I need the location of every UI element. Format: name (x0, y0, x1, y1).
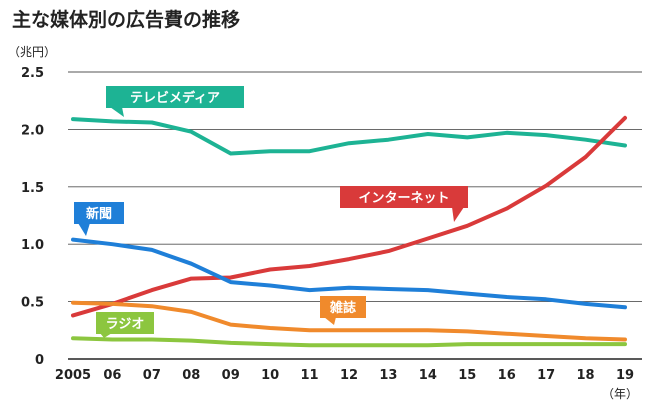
y-tick-label: 2.5 (21, 66, 44, 81)
x-tick-label: 15 (458, 368, 476, 383)
callout-pointer (78, 223, 90, 236)
x-tick-label: 12 (340, 368, 358, 383)
x-tick-label: 11 (301, 368, 319, 383)
x-tick-label: 08 (182, 368, 200, 383)
x-tick-label: 10 (261, 368, 279, 383)
series-label: インターネット (358, 191, 449, 206)
series-line-1 (71, 115, 627, 318)
x-tick-label: 18 (577, 368, 595, 383)
series-label: 雑誌 (329, 300, 356, 316)
x-tick-label: 07 (143, 368, 161, 383)
x-tick-label: 2005 (55, 368, 91, 383)
callout-box (340, 186, 468, 208)
series-line-2 (71, 237, 627, 310)
callout-box (320, 296, 366, 318)
callout-pointer (452, 207, 464, 222)
y-tick-label: 0 (35, 353, 44, 368)
callout-4: ラジオ (96, 312, 154, 338)
callout-1: インターネット (340, 186, 468, 222)
x-tick-label: 17 (537, 368, 555, 383)
series-line-3 (71, 300, 627, 342)
x-tick-label: 14 (419, 368, 437, 383)
x-tick-label: 06 (103, 368, 121, 383)
x-tick-label: 09 (222, 368, 240, 383)
y-tick-label: 2.0 (21, 123, 44, 138)
callout-0: テレビメディア (106, 86, 244, 117)
y-tick-label: 0.5 (21, 296, 44, 311)
x-tick-label: 19 (616, 368, 634, 383)
y-axis-unit-label: （兆円） (8, 45, 56, 59)
callout-box (74, 202, 124, 224)
x-tick-label: 13 (379, 368, 397, 383)
callout-box (96, 312, 154, 334)
callout-pointer (100, 333, 112, 338)
y-tick-label: 1.5 (21, 181, 44, 196)
callout-2: 新聞 (74, 202, 124, 236)
chart-title: 主な媒体別の広告費の推移 (12, 8, 240, 31)
series-line-4 (71, 336, 627, 348)
callout-pointer (324, 317, 336, 325)
y-tick-label: 1.0 (21, 238, 44, 253)
series-label: テレビメディア (130, 90, 220, 106)
callout-box (106, 86, 244, 108)
x-axis-unit-label: （年） (602, 387, 638, 401)
x-tick-label: 16 (498, 368, 516, 383)
callout-pointer (110, 107, 124, 117)
callout-3: 雑誌 (320, 296, 366, 325)
series-line-0 (71, 117, 627, 156)
series-label: ラジオ (106, 317, 145, 332)
series-label: 新聞 (86, 206, 112, 222)
